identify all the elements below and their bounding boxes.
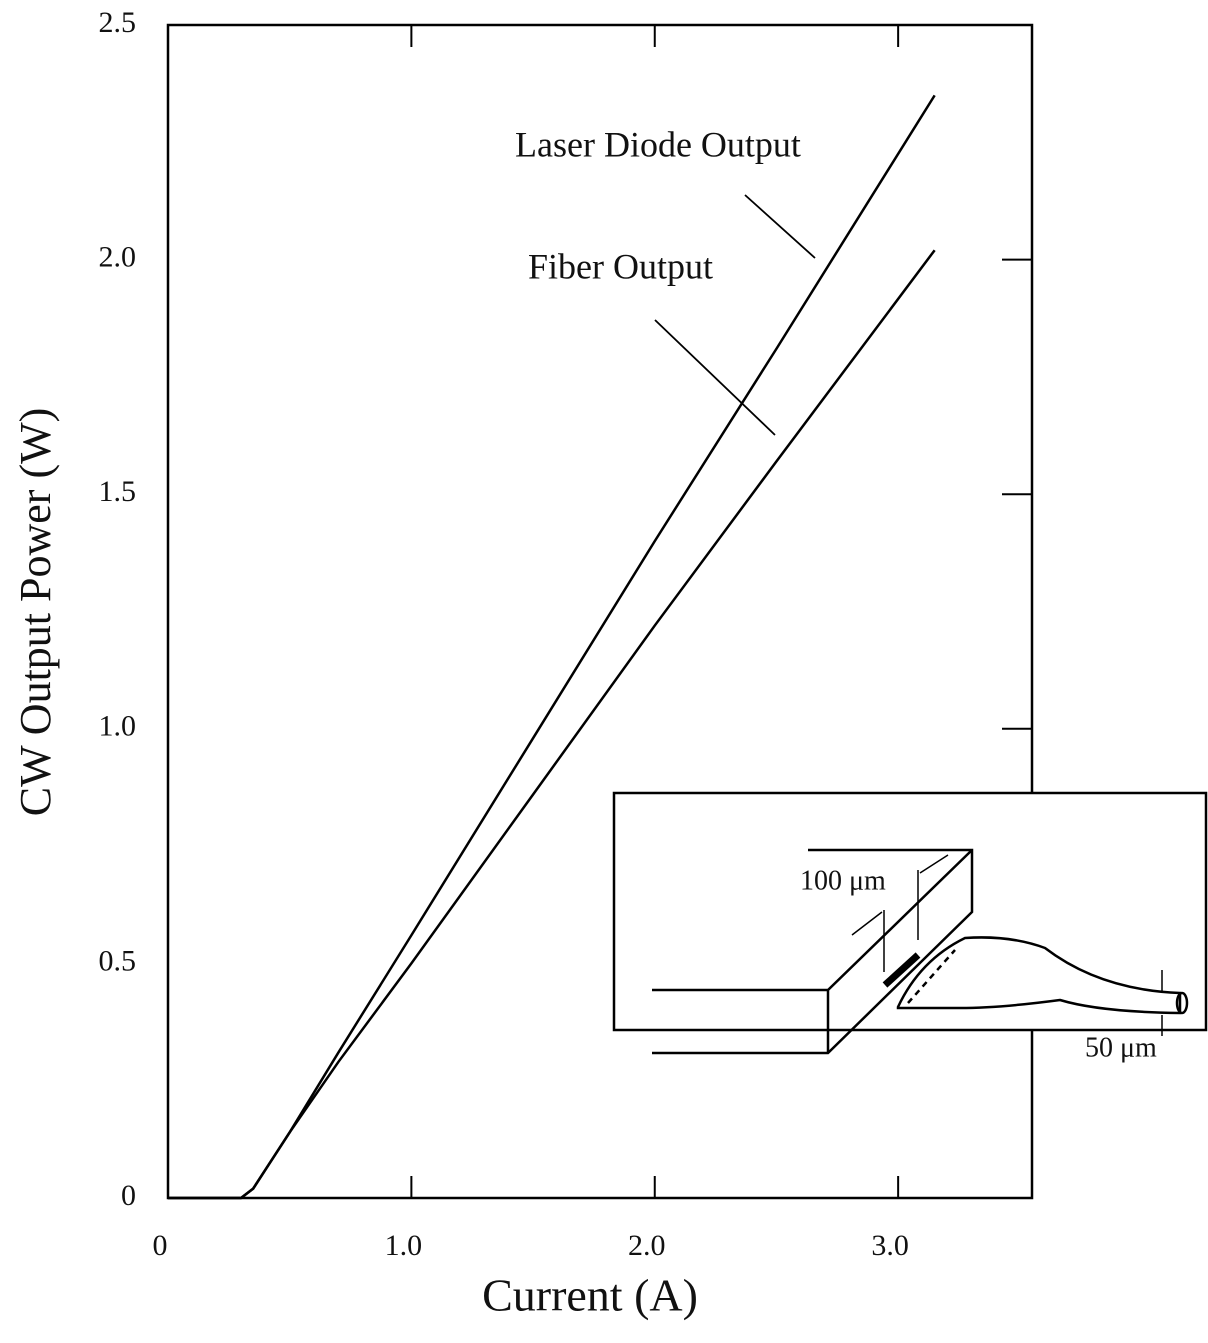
inset: 100 μm 50 μm [612,791,1208,1063]
y-tick-label: 0.5 [99,944,137,977]
x-tick-label: 3.0 [871,1229,909,1262]
x-tick-label: 1.0 [385,1229,423,1262]
y-tick-label: 2.5 [99,6,137,39]
emitter-stripe [882,952,921,988]
dimension-lines [851,854,1163,1036]
y-axis-title: CW Output Power (W) [11,408,60,817]
fiber-end [1175,991,1189,1015]
laser-chip [652,848,974,1055]
y-tick-label: 1.0 [99,710,137,743]
series-label: Fiber Output [528,246,713,286]
inset-label: 50 μm [1085,1032,1157,1063]
series-label: Laser Diode Output [515,124,801,164]
x-axis-title: Current (A) [482,1270,698,1321]
y-tick-label: 2.0 [99,240,137,273]
fiber [896,936,1182,1015]
series-line [168,249,936,1200]
x-tick-label: 2.0 [628,1229,666,1262]
x-tick-label: 0 [153,1229,168,1262]
inset-label: 100 μm [800,865,886,896]
annotation-arrows [654,194,816,436]
y-tick-label: 1.5 [99,475,137,508]
fiber-hidden-edge [907,949,956,1004]
y-tick-label: 0 [121,1179,136,1212]
plot-frame [166,23,1034,1200]
